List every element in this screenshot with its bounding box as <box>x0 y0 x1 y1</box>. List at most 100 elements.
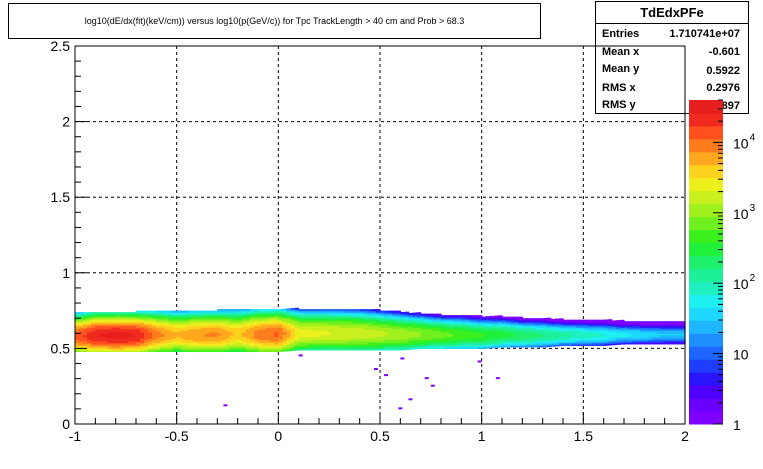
heatmap-cell <box>192 340 198 343</box>
heatmap-cell <box>371 337 377 340</box>
heatmap-cell <box>603 339 609 342</box>
heatmap-cell <box>209 318 214 321</box>
heatmap-cell <box>575 328 580 331</box>
heatmap-cell <box>327 336 332 339</box>
heatmap-cell <box>95 312 100 315</box>
heatmap-cell <box>91 348 96 351</box>
heatmap-cell <box>123 331 129 334</box>
heatmap-cell <box>550 337 556 340</box>
heatmap-cell <box>140 334 145 337</box>
palette-swatch <box>689 385 723 399</box>
heatmap-cell <box>168 312 174 315</box>
heatmap-cell <box>197 331 202 334</box>
heatmap-cell <box>400 325 405 328</box>
heatmap-cell <box>148 327 153 330</box>
heatmap-cell <box>221 331 227 334</box>
heatmap-cell <box>461 342 466 345</box>
heatmap-cell <box>327 325 332 328</box>
heatmap-cell <box>241 312 247 315</box>
heatmap-cell <box>339 334 344 337</box>
heatmap-cell <box>571 319 576 322</box>
palette-swatch <box>689 411 723 425</box>
heatmap-cell <box>567 343 572 346</box>
heatmap-cell <box>290 329 296 332</box>
heatmap-cell <box>485 322 491 325</box>
heatmap-cell <box>347 334 353 337</box>
heatmap-cell <box>172 319 178 322</box>
heatmap-cell <box>314 310 320 313</box>
heatmap-cell <box>241 348 247 351</box>
heatmap-cell <box>253 330 259 333</box>
heatmap-cell <box>213 339 218 342</box>
heatmap-cell <box>282 326 288 329</box>
heatmap-cell <box>278 339 283 342</box>
heatmap-cell <box>298 315 304 318</box>
heatmap-cell <box>640 327 645 330</box>
heatmap-cell <box>123 327 129 330</box>
heatmap-cell <box>314 336 320 339</box>
heatmap-cell <box>87 328 92 331</box>
heatmap-cell <box>664 339 670 342</box>
heatmap-cell <box>400 348 405 351</box>
heatmap-cell <box>156 319 161 322</box>
heatmap-cell <box>314 324 320 327</box>
heatmap-cell <box>148 318 153 321</box>
heatmap-cell <box>384 328 389 331</box>
heatmap-cell <box>603 336 609 339</box>
heatmap-cell <box>107 334 113 337</box>
heatmap-cell <box>522 322 527 325</box>
heatmap-cell <box>75 333 80 336</box>
heatmap-cell <box>611 341 617 344</box>
heatmap-cell <box>371 324 377 327</box>
heatmap-cell <box>136 312 141 315</box>
heatmap-cell <box>331 319 336 322</box>
heatmap-cell <box>270 349 275 353</box>
heatmap-cell <box>274 337 279 340</box>
heatmap-cell <box>233 312 239 315</box>
heatmap-cell <box>497 315 503 318</box>
heatmap-cell <box>237 325 243 328</box>
heatmap-cell <box>502 318 507 321</box>
heatmap-cell <box>290 341 296 344</box>
heatmap-cell <box>270 330 275 333</box>
heatmap-cell <box>314 327 320 330</box>
heatmap-cell <box>323 343 328 346</box>
heatmap-cell <box>481 337 487 340</box>
heatmap-cell <box>424 319 430 322</box>
heatmap-cell <box>217 324 222 327</box>
heatmap-cell <box>563 327 568 330</box>
heatmap-cell <box>534 339 540 342</box>
heatmap-cell <box>180 330 186 333</box>
heatmap-cell <box>607 338 613 341</box>
heatmap-cell <box>327 333 332 336</box>
heatmap-cell <box>152 345 157 348</box>
heatmap-cell <box>453 339 458 342</box>
heatmap-cell <box>380 316 385 319</box>
heatmap-cell <box>290 339 296 342</box>
heatmap-cell <box>579 325 584 328</box>
heatmap-cell <box>103 321 109 324</box>
heatmap-cell <box>176 327 182 330</box>
heatmap-cell <box>79 327 84 330</box>
heatmap-cell <box>371 310 377 313</box>
heatmap-cell <box>514 319 519 322</box>
heatmap-cell <box>461 330 466 333</box>
heatmap-cell <box>375 319 381 322</box>
heatmap-cell <box>335 339 340 342</box>
heatmap-cell <box>103 322 109 325</box>
heatmap-cell <box>595 342 601 345</box>
heatmap-cell <box>416 347 422 350</box>
heatmap-cell <box>542 319 548 322</box>
palette-swatch <box>689 125 723 140</box>
heatmap-cell <box>290 336 296 339</box>
heatmap-cell <box>144 345 149 348</box>
heatmap-cell <box>79 345 84 348</box>
heatmap-cell <box>420 325 426 328</box>
heatmap-cell <box>445 316 450 319</box>
heatmap-cell <box>363 319 369 322</box>
heatmap-cell <box>359 325 365 328</box>
heatmap-cell <box>229 346 235 349</box>
heatmap-cell <box>624 342 629 345</box>
heatmap-cell <box>233 316 239 319</box>
heatmap-cell <box>286 329 292 332</box>
